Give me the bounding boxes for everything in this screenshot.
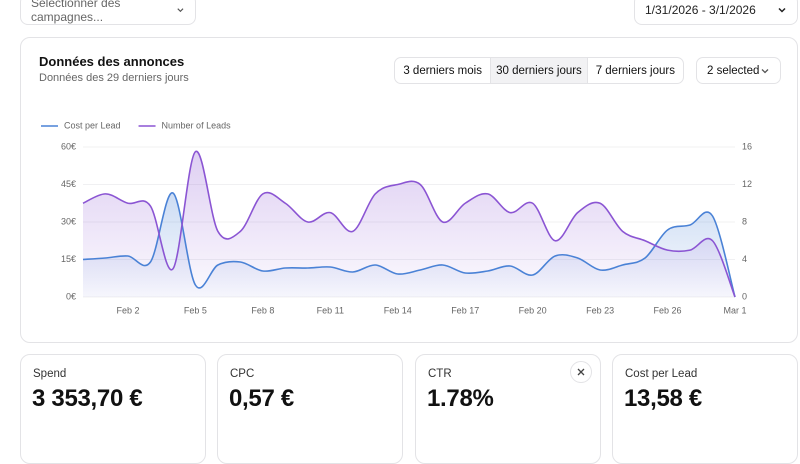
kpi-value: 13,58 € [624,385,702,412]
areas [83,151,735,297]
y-tick-label: 30€ [61,216,76,226]
close-button[interactable] [570,361,592,383]
tab[interactable]: 7 derniers jours [586,58,683,83]
metric-select[interactable]: 2 selected [696,57,781,84]
x-tick-label: Feb 26 [654,305,682,315]
metric-select-text: 2 selected [707,64,760,77]
x-tick-label: Feb 14 [384,305,412,315]
y2-tick-label: 0 [742,291,747,301]
kpi-card: CTR 1.78% [415,354,601,464]
line [82,192,736,298]
date-range[interactable]: 1/31/2026 - 3/1/2026 [634,0,798,25]
x-tick-label: Feb 5 [184,305,207,315]
kpi-value: 3 353,70 € [32,385,143,412]
y-tick-label: 0€ [66,291,76,301]
campaign-select[interactable]: Sélectionner des campagnes... [20,0,196,25]
page: {"header": {"campaign_select": "Sélectio… [20,0,798,464]
kpi-label: CTR [428,368,452,380]
chart: 0€ 15€ 30€ 45€ 60€ 0 4 8 12 16 Feb 2 Feb 5 Feb 8 Feb … [41,120,752,315]
date-range-text: 1/31/2026 - 3/1/2026 [645,2,756,17]
chevron [761,68,769,73]
y2-tick-label: 4 [742,254,747,264]
area [83,151,735,297]
chevron [177,7,184,12]
legend-label: Number of Leads [162,120,232,130]
x-tick-label: Feb 17 [451,305,479,315]
kpi-value: 0,57 € [229,385,294,412]
y2-tick-label: 8 [742,216,747,226]
tab-selected[interactable]: 30 derniers jours [490,58,587,83]
close-icon [577,368,585,376]
x-tick-label: Feb 2 [116,305,139,315]
chevron [778,7,786,13]
x-tick-label: Feb 8 [251,305,274,315]
lines [82,150,736,298]
kpi-card: CPC 0,57 € [217,354,403,464]
kpi-card: Spend 3 353,70 € [20,354,206,464]
kpi-label: CPC [230,368,255,380]
kpi-label: Spend [33,368,67,380]
y-tick-label: 60€ [61,141,76,151]
y-tick-label: 45€ [61,179,76,189]
x-tick-label: Feb 20 [519,305,547,315]
x-tick-label: Feb 23 [586,305,614,315]
y-tick-label: 15€ [61,254,76,264]
panel-subtitle: Données des 29 derniers jours [39,72,189,84]
x-tick-label: Mar 1 [723,305,746,315]
tab[interactable]: 3 derniers mois [403,64,482,77]
kpi-value: 1.78% [427,385,494,412]
period-tabs: 3 derniers mois 30 derniers jours 7 dern… [394,57,684,84]
legend-label: Cost per Lead [64,120,121,130]
line [82,150,736,298]
y2-tick-label: 16 [742,141,752,151]
campaign-select-text: Sélectionner des campagnes... [31,0,121,24]
kpi-label: Cost per Lead [625,368,698,380]
x-tick-label: Feb 11 [317,305,344,315]
kpi-card: Cost per Lead 13,58 € [612,354,798,464]
y2-tick-label: 12 [742,179,752,189]
panel-title: Données des annonces [39,54,185,69]
